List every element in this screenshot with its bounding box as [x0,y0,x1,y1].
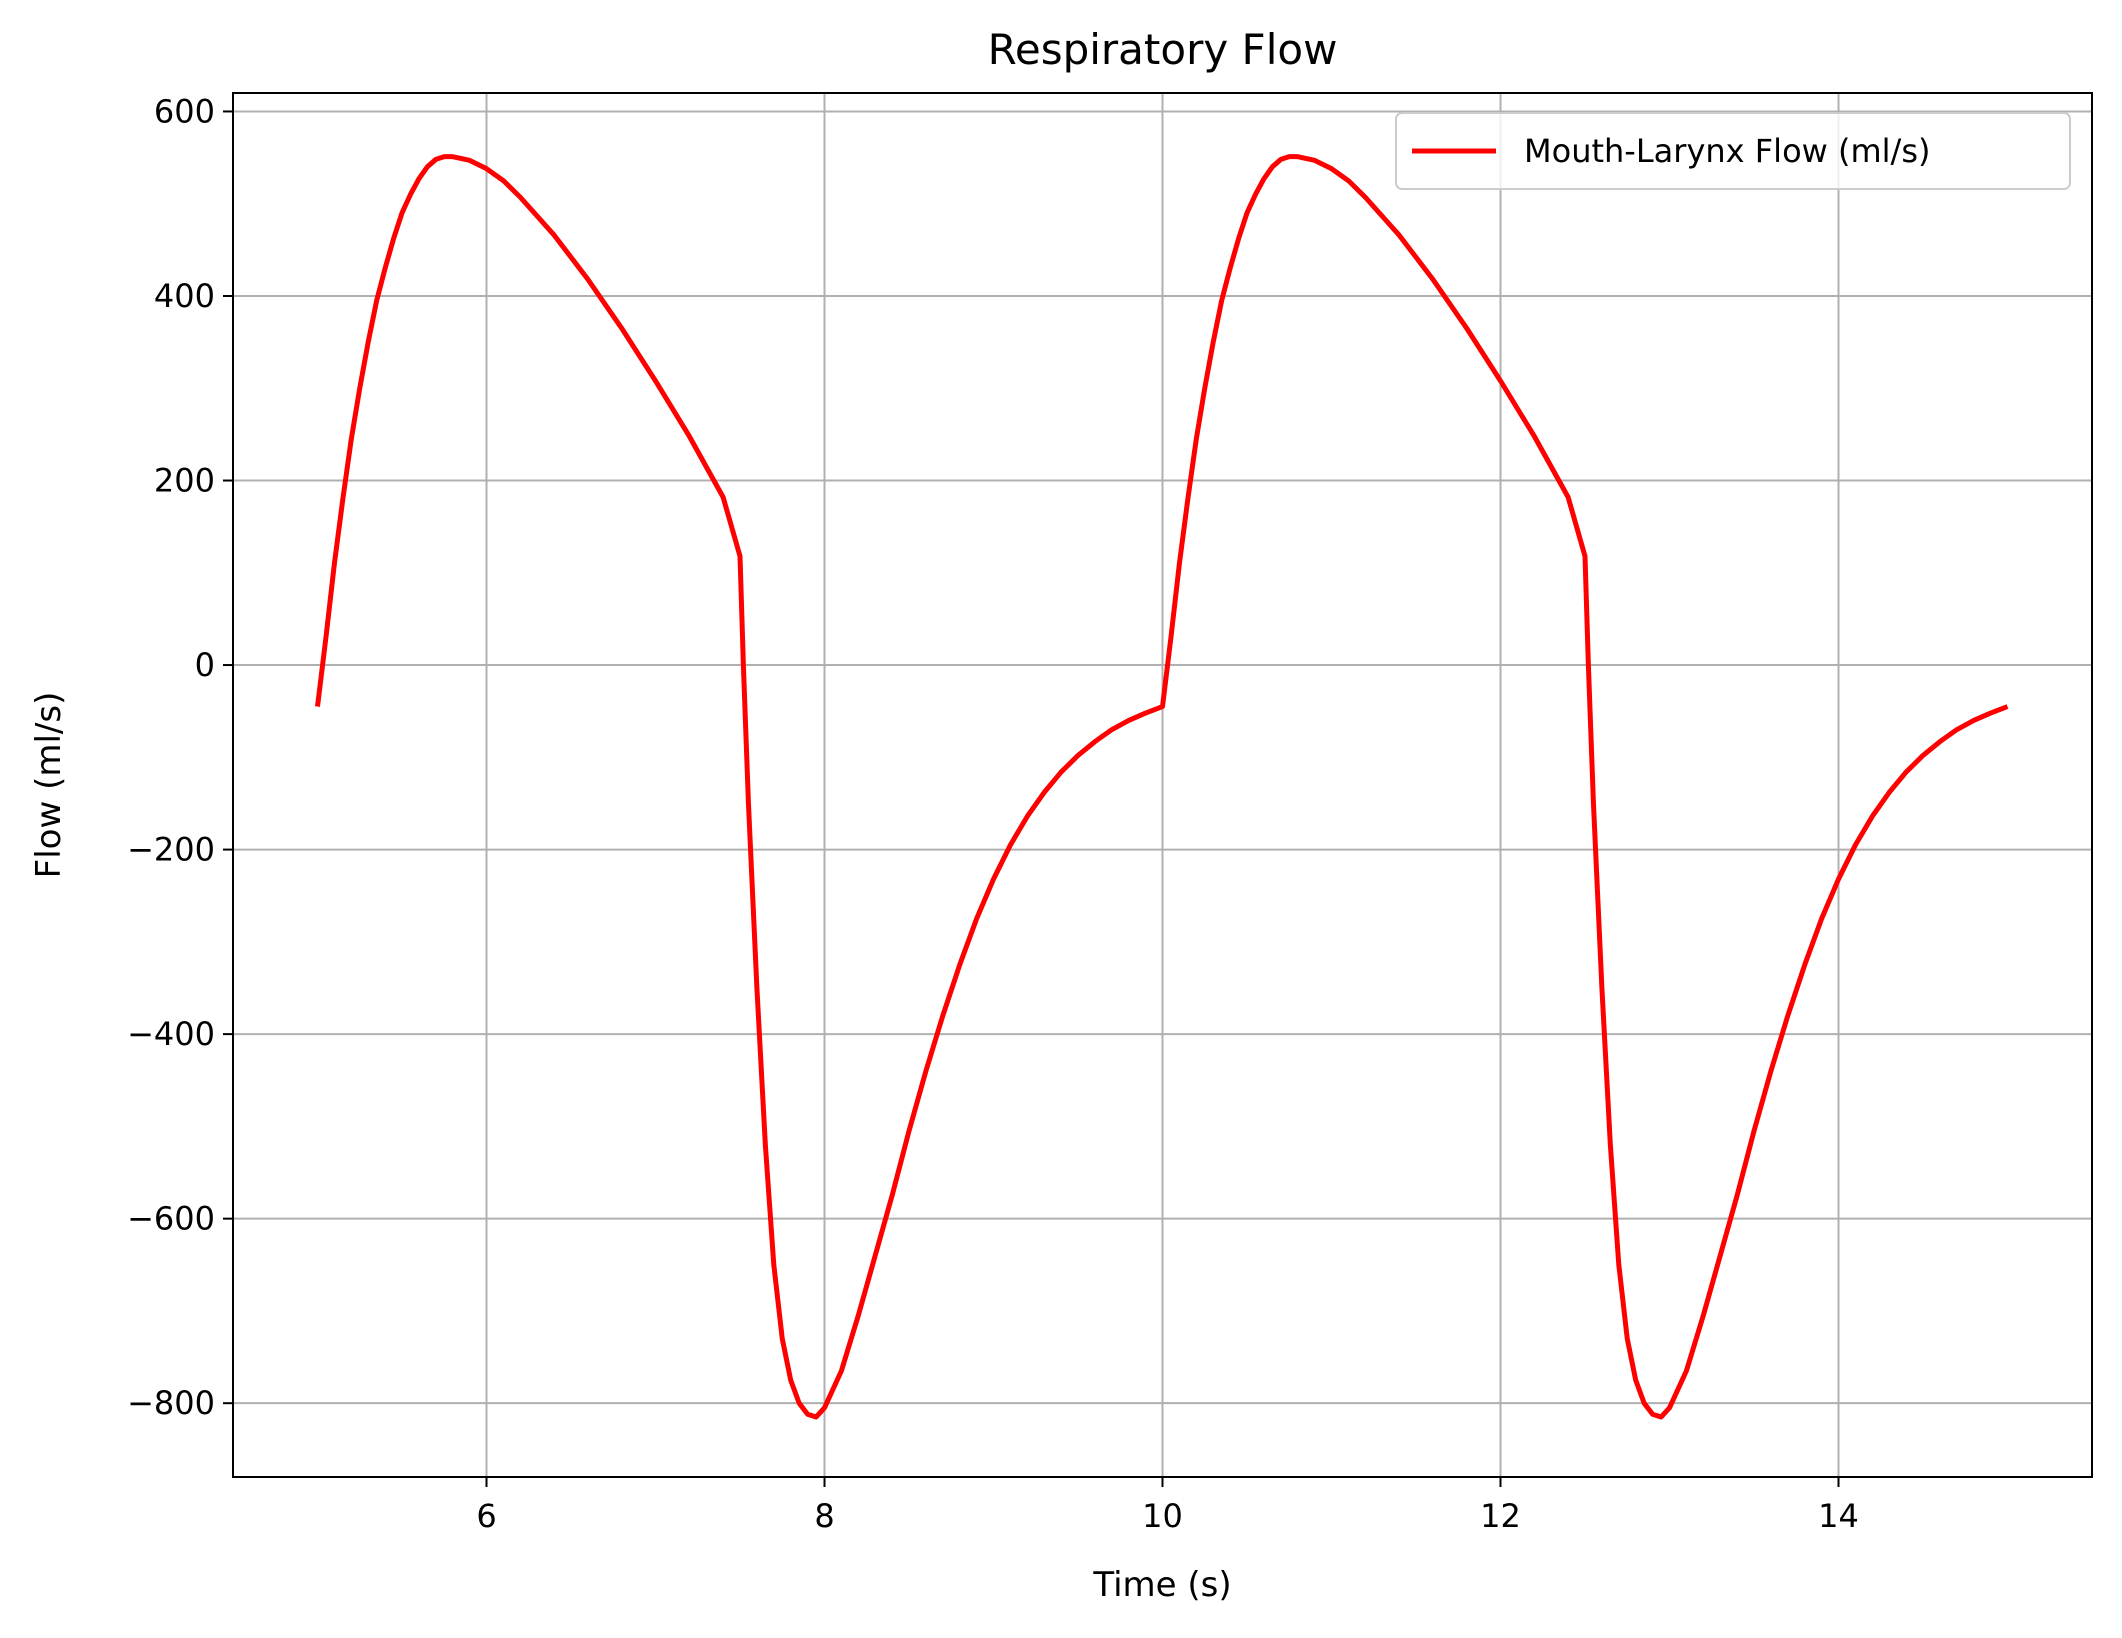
x-axis-label: Time (s) [1092,1565,1231,1605]
legend-label-mouth-larynx-flow: Mouth-Larynx Flow (ml/s) [1524,132,1930,170]
y-tick-label: 400 [154,277,215,315]
series-line-mouth-larynx-flow [315,154,2009,1420]
x-tick-label: 8 [814,1497,834,1535]
x-tick-label: 6 [476,1497,496,1535]
y-tick-label: −400 [127,1015,215,1053]
y-tick-label: 600 [154,92,215,130]
y-axis-label: Flow (ml/s) [29,692,69,879]
y-tick-label: −200 [127,831,215,869]
x-tick-label: 10 [1142,1497,1183,1535]
legend-box [1395,112,2071,190]
grid-lines [233,93,2092,1477]
x-tick-label: 12 [1480,1497,1521,1535]
legend: Mouth-Larynx Flow (ml/s) [1395,112,2071,190]
y-axis-ticks: 600 400 200 0 −200 −400 −600 −800 [127,92,233,1422]
y-tick-label: 0 [195,646,215,684]
y-tick-label: −800 [127,1384,215,1422]
chart-title: Respiratory Flow [988,25,1338,74]
y-tick-label: −600 [127,1200,215,1238]
x-axis-ticks: 6 8 10 12 14 [476,1477,1859,1535]
plot-series [315,154,2009,1420]
x-tick-label: 14 [1818,1497,1859,1535]
y-tick-label: 200 [154,462,215,500]
